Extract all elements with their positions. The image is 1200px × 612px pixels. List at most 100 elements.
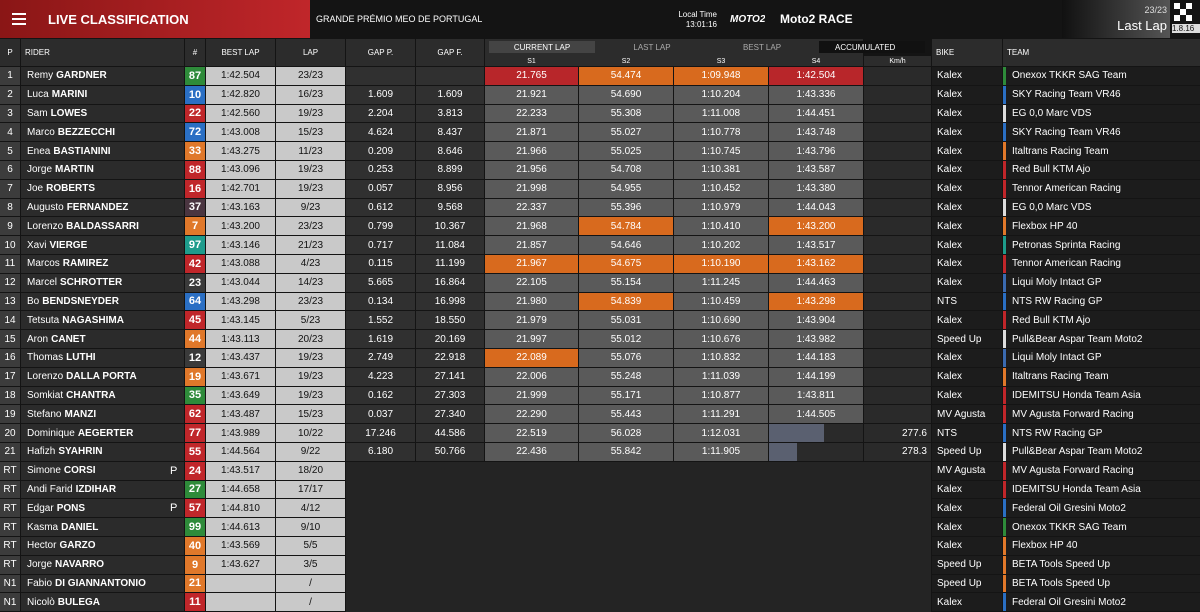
number-cell: 62: [185, 405, 205, 424]
speed-cell: [864, 405, 931, 424]
sector-cell: 1:10.778: [674, 123, 768, 142]
tab[interactable]: LAST LAP: [633, 42, 671, 52]
number-cell: 64: [185, 292, 205, 311]
sector-cell: 22.337: [485, 198, 578, 217]
team-cell: Pull&Bear Aspar Team Moto2: [1003, 443, 1200, 461]
team-cell: Pull&Bear Aspar Team Moto2: [1003, 330, 1200, 348]
pos-cell: 7: [0, 179, 20, 198]
rider-cell: Simone CORSI: [21, 461, 184, 480]
team-cell: EG 0,0 Marc VDS: [1003, 104, 1200, 123]
sector-cell: 55.031: [579, 311, 673, 330]
sector-cell: 54.675: [579, 255, 673, 273]
rider-cell: Luca MARINI: [21, 85, 184, 104]
menu-button[interactable]: [0, 0, 38, 38]
tab[interactable]: CURRENT LAP: [489, 41, 595, 53]
speed-cell: [864, 311, 931, 330]
best-lap-cell: 1:43.044: [206, 273, 275, 292]
rider-cell: Augusto FERNANDEZ: [21, 198, 184, 217]
number-cell: 40: [185, 537, 205, 555]
sector-cell: 22.105: [485, 273, 578, 292]
laps: 23/23: [1144, 5, 1167, 15]
sector-cell: 1:10.979: [674, 198, 768, 217]
rider-cell: Enea BASTIANINI: [21, 142, 184, 160]
best-lap-cell: 1:43.569: [206, 537, 275, 555]
number-cell: 11: [185, 593, 205, 612]
column-header: GAP F.: [416, 39, 484, 66]
pit-flag: P: [170, 464, 178, 477]
bike-cell: Kalex: [932, 123, 1002, 142]
best-lap-cell: 1:43.113: [206, 330, 275, 348]
number-cell: 42: [185, 255, 205, 273]
bike-cell: Kalex: [932, 349, 1002, 367]
bike-cell: Speed Up: [932, 555, 1002, 574]
lap-cell: 23/23: [276, 292, 345, 311]
tab[interactable]: ACCUMULATED: [819, 41, 925, 53]
first-name: Simone: [27, 465, 61, 477]
bike-cell: Kalex: [932, 518, 1002, 536]
team-cell: Flexbox HP 40: [1003, 217, 1200, 236]
rider-cell: Hector GARZO: [21, 537, 184, 555]
number-cell: 44: [185, 330, 205, 348]
rider-cell: Sam LOWES: [21, 104, 184, 123]
sector-cell: 55.396: [579, 198, 673, 217]
sector-cell: 1:10.690: [674, 311, 768, 330]
last-name: NAGASHIMA: [62, 314, 124, 326]
sector-cell: 1:10.202: [674, 236, 768, 254]
sector-cell: 21.857: [485, 236, 578, 254]
last-name: PONS: [56, 502, 86, 514]
sector-cell: 22.006: [485, 367, 578, 386]
rider-cell: Thomas LUTHI: [21, 349, 184, 367]
team-cell: Tennor American Racing: [1003, 255, 1200, 273]
gap-f-cell: 27.340: [416, 405, 484, 424]
sector-cell: 21.968: [485, 217, 578, 236]
first-name: Marcos: [27, 258, 60, 270]
bike-cell: Kalex: [932, 142, 1002, 160]
sector-header: S4: [811, 57, 821, 65]
number-cell: 24: [185, 461, 205, 480]
last-name: LUTHI: [66, 352, 96, 364]
rider-cell: Jorge NAVARRO: [21, 555, 184, 574]
bike-cell: Kalex: [932, 386, 1002, 405]
team-cell: Tennor American Racing: [1003, 179, 1200, 198]
first-name: Marcel: [27, 277, 58, 289]
sector-cell: 55.308: [579, 104, 673, 123]
sector-cell: 1:10.676: [674, 330, 768, 348]
sector-cell: 21.999: [485, 386, 578, 405]
sector-cell: 55.012: [579, 330, 673, 348]
team-cell: SKY Racing Team VR46: [1003, 123, 1200, 142]
bike-cell: Kalex: [932, 537, 1002, 555]
number-cell: 55: [185, 443, 205, 461]
tab[interactable]: BEST LAP: [742, 42, 782, 52]
race-status: Last Lap: [1117, 18, 1167, 33]
lap-cell: 19/23: [276, 386, 345, 405]
gap-p-cell: 4.624: [346, 123, 415, 142]
best-lap-cell: 1:43.517: [206, 461, 275, 480]
speed-cell: [864, 123, 931, 142]
rider-cell: Lorenzo DALLA PORTA: [21, 367, 184, 386]
team-cell: Federal Oil Gresini Moto2: [1003, 593, 1200, 612]
sector-cell: 1:10.190: [674, 255, 768, 273]
column-header: TEAM: [1003, 39, 1200, 66]
best-lap-cell: 1:43.627: [206, 555, 275, 574]
sector-cell: 1:42.504: [769, 67, 863, 85]
best-lap-cell: 1:43.088: [206, 255, 275, 273]
rider-cell: Xavi VIERGE: [21, 236, 184, 254]
team-cell: Onexox TKKR SAG Team: [1003, 67, 1200, 85]
sector-cell: 1:11.905: [674, 443, 768, 461]
sector-cell: 1:10.832: [674, 349, 768, 367]
number-cell: 97: [185, 236, 205, 254]
rider-cell: Remy GARDNER: [21, 67, 184, 85]
pos-cell: 11: [0, 255, 20, 273]
team-cell: NTS RW Racing GP: [1003, 292, 1200, 311]
gap-p-cell: 1.619: [346, 330, 415, 348]
lap-cell: 3/5: [276, 555, 345, 574]
bike-cell: Kalex: [932, 499, 1002, 518]
gap-p-cell: [346, 67, 415, 85]
gap-p-cell: 0.717: [346, 236, 415, 254]
bike-cell: Kalex: [932, 311, 1002, 330]
lap-cell: 9/10: [276, 518, 345, 536]
pit-flag: P: [170, 502, 178, 515]
gap-f-cell: 10.367: [416, 217, 484, 236]
team-cell: Flexbox HP 40: [1003, 537, 1200, 555]
lap-cell: /: [276, 593, 345, 612]
